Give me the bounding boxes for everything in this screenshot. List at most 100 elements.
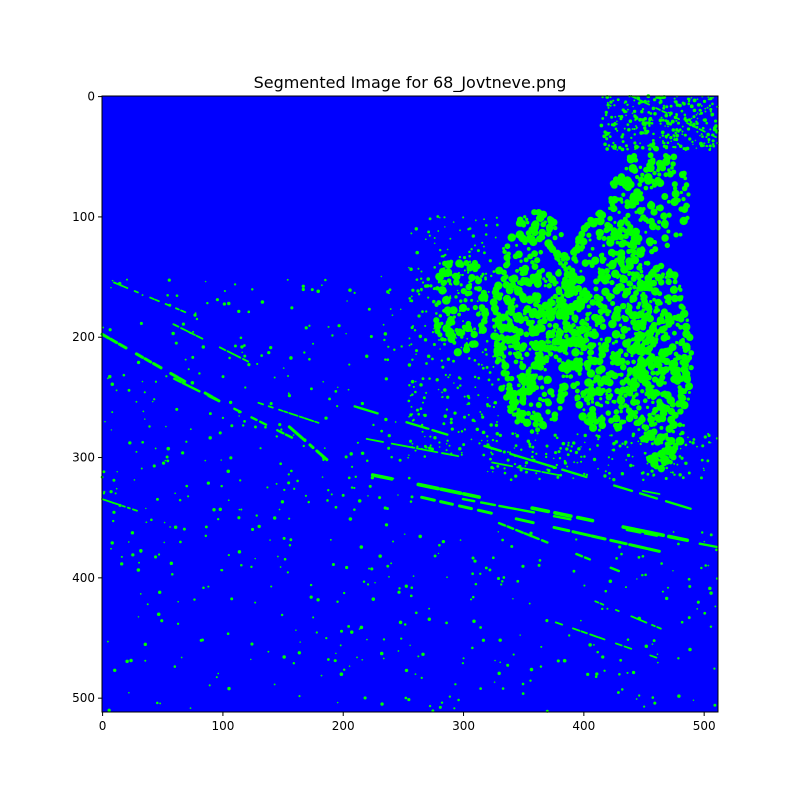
region-pixel-5: [617, 173, 626, 181]
region-pixel-2: [626, 338, 632, 344]
region-pixel-2: [622, 287, 632, 296]
region-pixel-9: [212, 508, 216, 512]
region-pixel-4: [446, 312, 450, 317]
region-pixel-0: [661, 134, 665, 137]
region-pixel-6: [473, 359, 477, 362]
foreground-speckles: [100, 94, 719, 713]
region-pixel-8: [604, 589, 608, 593]
streak-segment-3: [405, 421, 429, 430]
region-pixel-2: [586, 401, 591, 406]
region-pixel-8: [510, 544, 514, 548]
region-pixel-2: [611, 341, 616, 345]
region-pixel-0: [621, 108, 625, 112]
region-pixel-2: [582, 287, 588, 293]
region-pixel-6: [482, 245, 485, 248]
region-pixel-8: [227, 686, 231, 691]
region-pixel-8: [207, 585, 210, 588]
region-pixel-3: [645, 405, 650, 410]
streak-segment-6: [628, 543, 649, 551]
region-pixel-2: [597, 428, 601, 432]
streak-segment-5: [370, 473, 394, 481]
region-pixel-0: [632, 105, 634, 108]
streak-segment-8: [540, 539, 549, 544]
region-pixel-0: [675, 128, 679, 132]
region-pixel-2: [576, 335, 584, 343]
region-pixel-9: [280, 428, 283, 431]
region-pixel-6: [492, 270, 496, 274]
region-pixel-2: [579, 269, 583, 273]
region-pixel-6: [419, 407, 423, 411]
region-pixel-6: [440, 255, 443, 258]
region-pixel-8: [254, 601, 257, 604]
region-pixel-7: [608, 477, 611, 480]
region-pixel-6: [463, 428, 467, 431]
streak-segment-12: [134, 509, 138, 512]
region-pixel-9: [145, 521, 148, 524]
region-pixel-9: [312, 342, 315, 345]
region-pixel-0: [613, 104, 616, 107]
region-pixel-4: [458, 303, 468, 313]
region-pixel-3: [650, 442, 654, 446]
region-pixel-0: [626, 147, 629, 151]
region-pixel-9: [175, 407, 179, 411]
region-pixel-9: [184, 358, 187, 361]
region-pixel-9: [111, 411, 114, 414]
region-pixel-1: [539, 385, 545, 390]
region-pixel-7: [546, 468, 549, 471]
region-pixel-5: [652, 145, 658, 151]
region-pixel-6: [497, 415, 499, 417]
region-pixel-2: [568, 374, 574, 379]
region-pixel-8: [687, 577, 691, 581]
region-pixel-8: [358, 628, 361, 630]
region-pixel-2: [564, 322, 571, 330]
streak-segment-6: [420, 495, 436, 502]
region-pixel-1: [521, 277, 531, 286]
region-pixel-7: [662, 449, 665, 452]
region-pixel-2: [613, 357, 623, 367]
region-pixel-2: [633, 290, 639, 296]
region-pixel-2: [571, 255, 578, 262]
region-pixel-3: [668, 453, 675, 459]
region-pixel-9: [108, 328, 112, 332]
region-pixel-4: [470, 298, 474, 302]
region-pixel-9: [349, 452, 353, 456]
region-pixel-2: [578, 412, 587, 421]
region-pixel-6: [429, 435, 432, 438]
region-pixel-6: [477, 394, 480, 397]
region-pixel-7: [679, 447, 682, 450]
region-pixel-2: [564, 339, 570, 344]
region-pixel-7: [668, 442, 671, 445]
region-pixel-8: [696, 600, 700, 604]
region-pixel-9: [238, 508, 241, 511]
region-pixel-1: [519, 363, 527, 371]
region-pixel-6: [445, 449, 448, 452]
region-pixel-8: [672, 570, 674, 572]
streak-segment-8: [609, 566, 621, 573]
region-pixel-9: [223, 289, 226, 293]
region-pixel-3: [654, 305, 659, 310]
region-pixel-5: [679, 216, 688, 226]
region-pixel-8: [545, 619, 549, 623]
streak-segment-8: [575, 552, 584, 558]
region-pixel-6: [443, 388, 447, 392]
region-pixel-1: [545, 306, 554, 316]
region-pixel-9: [174, 324, 177, 327]
region-pixel-3: [672, 314, 678, 321]
region-pixel-6: [455, 337, 458, 339]
region-pixel-8: [107, 708, 111, 712]
region-pixel-6: [438, 272, 440, 275]
region-pixel-0: [647, 111, 651, 114]
region-pixel-6: [468, 280, 471, 284]
region-pixel-0: [710, 114, 713, 117]
region-pixel-7: [567, 441, 570, 444]
region-pixel-7: [514, 432, 517, 435]
region-pixel-0: [707, 96, 710, 98]
region-pixel-0: [660, 130, 665, 135]
region-pixel-9: [171, 331, 175, 336]
region-pixel-6: [419, 287, 423, 291]
region-pixel-1: [541, 398, 545, 403]
streak-segment-6: [647, 547, 661, 553]
streak-segment-7: [625, 528, 642, 534]
region-pixel-4: [446, 261, 452, 267]
region-pixel-0: [646, 129, 650, 134]
